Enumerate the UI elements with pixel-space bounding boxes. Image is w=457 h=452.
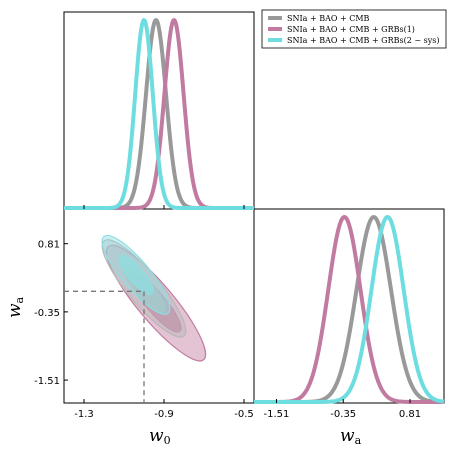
wa-marginal-curve	[252, 215, 446, 404]
wa-x-tick-label: -1.51	[264, 409, 290, 420]
axis-ticks: -1.3 -0.9 -0.5 -1.51 -1.51 -0.35 -0.35 0.81 0.81	[34, 205, 421, 420]
fiducial-lines	[64, 290, 145, 403]
wa-x-tick-label: -0.35	[330, 409, 356, 420]
wa-y-tick-label: -0.35	[34, 308, 60, 319]
w0-tick-label: -0.9	[154, 409, 174, 420]
w0-axis-label: w0	[149, 426, 171, 447]
wa-y-axis-label: wa	[5, 296, 26, 318]
wa-x-tick-label: 0.81	[399, 409, 421, 420]
w0-tick-label: -1.3	[74, 409, 94, 420]
legend-box	[261, 9, 447, 49]
wa-marginal-panel	[253, 208, 445, 404]
w0-marginal-curve	[62, 18, 256, 210]
wa-y-tick-label: -1.51	[34, 376, 60, 387]
contour-inner	[118, 254, 154, 296]
w0-tick-label: -0.5	[234, 409, 254, 420]
legend-entry: SNIa + BAO + CMB	[287, 14, 370, 23]
legend: SNIa + BAO + CMB SNIa + BAO + CMB + GRBs…	[261, 9, 447, 49]
legend-entry: SNIa + BAO + CMB + GRBs(2 − sys)	[287, 36, 439, 45]
wa-axis-label: wa	[340, 426, 362, 447]
wa-marginal-curve	[252, 215, 446, 404]
wa-marginal-curves	[252, 215, 446, 404]
legend-entry: SNIa + BAO + CMB + GRBs(1)	[287, 25, 415, 34]
wa-marginal-curve	[252, 215, 446, 404]
w0-marginal-curve	[62, 18, 256, 210]
w0-marginal-curves	[62, 18, 256, 210]
joint-contours	[101, 234, 207, 362]
wa-y-tick-label: 0.81	[38, 240, 60, 251]
w0-marginal-curve	[62, 18, 256, 210]
